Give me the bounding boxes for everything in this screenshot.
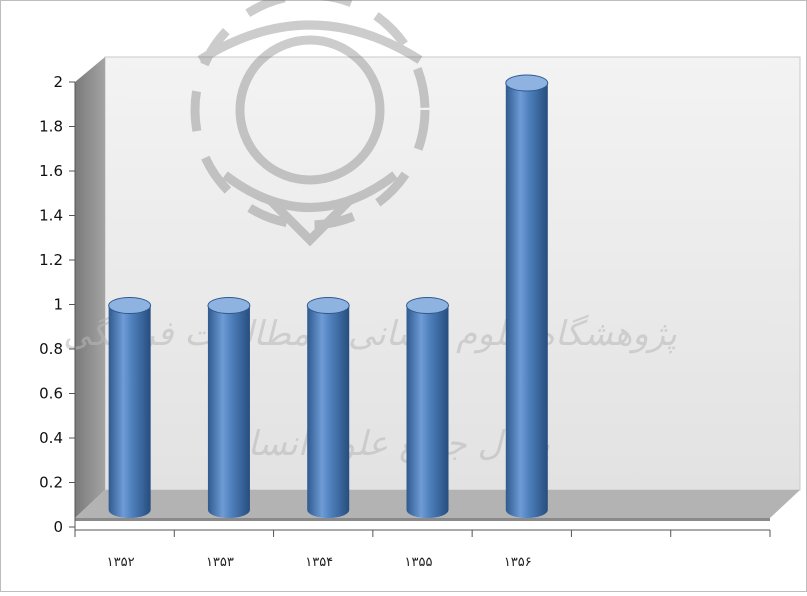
- x-axis-ticks: [74, 530, 771, 537]
- floor-edge: [75, 518, 770, 521]
- bar: [505, 74, 549, 518]
- watermark-emblem: [190, 0, 430, 247]
- y-tick-label: 1.4: [39, 207, 63, 225]
- bar-body: [307, 305, 350, 518]
- y-tick-label: 1: [53, 296, 63, 314]
- bar-top-cap: [406, 297, 449, 314]
- x-tick-label: ۱۳۵۶: [504, 555, 532, 570]
- y-tick-label: 1.2: [39, 251, 63, 269]
- bar-body: [406, 305, 449, 518]
- y-tick-label: 2: [53, 73, 63, 91]
- bar-body: [207, 305, 250, 518]
- watermark-line-1: پژوهشگاه علوم انسانی و مطالعات فرهنگی: [63, 314, 677, 354]
- x-tick-label: ۱۳۵۳: [206, 555, 234, 570]
- y-tick-label: 1.6: [39, 162, 63, 180]
- y-tick-label: 0.6: [39, 385, 63, 403]
- y-tick-label: 1.8: [39, 118, 63, 136]
- bar-top-cap: [108, 297, 152, 314]
- bar-top-cap: [306, 297, 350, 314]
- x-axis-labels: ۱۳۵۲ ۱۳۵۳ ۱۳۵۴ ۱۳۵۵ ۱۳۵۶: [107, 555, 532, 570]
- bar-body: [108, 305, 151, 518]
- watermark-line-2: پرتال جامع علوم انسانی: [210, 424, 550, 464]
- bar-body: [505, 83, 548, 518]
- bar: [207, 297, 251, 518]
- y-tick-label: 0.8: [39, 340, 63, 358]
- bar-top-cap: [505, 74, 549, 92]
- y-axis-ticks: 0 0.2 0.4 0.6 0.8 1 1.2 1.4 1.6 1.8 2: [39, 73, 75, 536]
- bar: [406, 297, 449, 518]
- side-wall: [75, 57, 105, 518]
- bar: [306, 297, 350, 518]
- y-tick-label: 0.4: [39, 429, 63, 447]
- bar-top-cap: [207, 297, 251, 314]
- x-tick-label: ۱۳۵۵: [405, 555, 433, 570]
- bar: [108, 297, 152, 518]
- y-tick-label: 0: [53, 518, 63, 536]
- bar-series: [108, 74, 549, 518]
- x-tick-label: ۱۳۵۲: [107, 555, 135, 570]
- x-tick-label: ۱۳۵۴: [305, 555, 333, 570]
- y-tick-label: 0.2: [39, 474, 63, 492]
